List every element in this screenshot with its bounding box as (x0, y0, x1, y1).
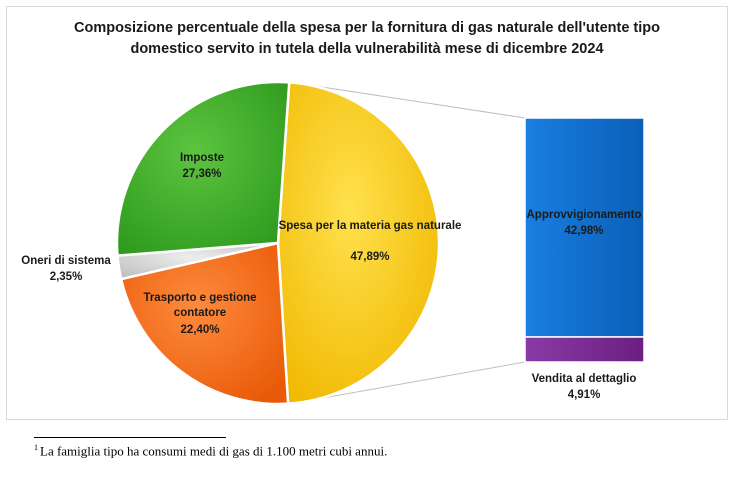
chart-title: Composizione percentuale della spesa per… (74, 20, 660, 57)
footnote: 1 La famiglia tipo ha consumi medi di gas… (34, 443, 387, 459)
stacked-bar (524, 117, 645, 363)
segment-label-approvvigionamento: Approvvigionamento (526, 209, 641, 221)
slice-value-imposte: 27,36% (182, 168, 221, 180)
bar-segment-approvvigionamento (524, 117, 645, 338)
footnote-rule (34, 437, 226, 438)
bar-segment-vendita (524, 336, 645, 363)
segment-label-vendita: Vendita al dettaglio (532, 373, 637, 385)
connector-line-top (288, 81, 526, 119)
footnote-marker: 1 (34, 443, 38, 452)
slice-label-trasporto-1: Trasporto e gestione (143, 292, 256, 304)
slice-value-trasporto: 22,40% (180, 324, 219, 336)
slice-label-imposte: Imposte (180, 152, 224, 164)
pie-slice-trasporto (119, 241, 290, 406)
pie-slice-imposte (115, 80, 291, 257)
slice-label-trasporto-2: contatore (174, 307, 226, 319)
slice-label-materia: Spesa per la materia gas naturale (279, 220, 462, 232)
footnote-text: La famiglia tipo ha consumi medi di gas … (40, 443, 388, 459)
slice-label-oneri: Oneri di sistema (21, 255, 111, 267)
slice-value-oneri: 2,35% (50, 271, 83, 283)
pie (115, 80, 441, 406)
pie-slice-materia (276, 81, 441, 406)
segment-value-approvvigionamento: 42,98% (564, 225, 603, 237)
slice-value-materia: 47,89% (350, 251, 389, 263)
segment-value-vendita: 4,91% (568, 389, 601, 401)
